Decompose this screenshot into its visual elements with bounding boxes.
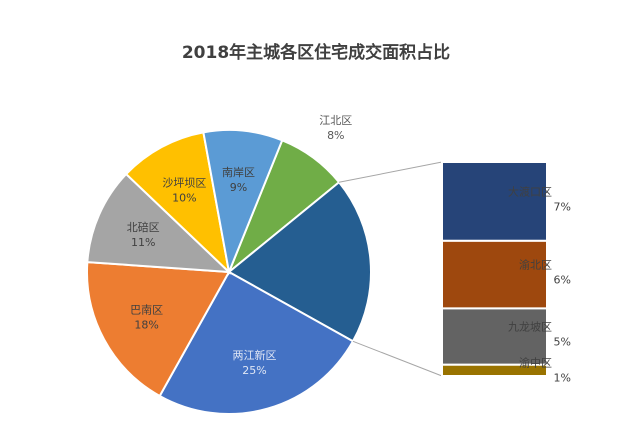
bar-label-name-1: 大渡口区: [508, 184, 552, 198]
bar-segment-4: [441, 363, 548, 377]
bar-label-name-2: 渝北区: [519, 258, 552, 272]
bar-label-value-1: 7%: [554, 200, 571, 213]
bar-segment-1: [441, 161, 548, 242]
pie-label-name-4: 巴南区: [130, 304, 163, 317]
pie-label-value-3: 25%: [242, 364, 266, 377]
pie-slice-7: [202, 129, 284, 276]
bar-label-value-3: 5%: [554, 336, 571, 349]
chart-title: 2018年主城各区住宅成交面积占比: [182, 42, 450, 63]
pie-label-name-3: 两江新区: [233, 348, 277, 362]
connector-lines: [338, 161, 443, 377]
pie-slice-2: [227, 180, 372, 343]
connector-top: [338, 161, 443, 183]
pie: 江北区 8% 两江新区 25% 巴南区 18% 北碚区 11% 沙坪坝区 10% 南岸区 9%: [86, 114, 372, 415]
pie-slice-4: [86, 261, 231, 398]
bar-label-value-2: 6%: [554, 274, 571, 287]
bar-label-value-4: 1%: [554, 371, 571, 384]
pie-label-name-7: 南岸区: [222, 166, 255, 179]
pie-label-value-7: 9%: [230, 181, 247, 194]
pie-label-value-5: 11%: [131, 236, 155, 249]
pie-slice-3: [158, 270, 355, 415]
pie-slice-5: [86, 172, 232, 274]
pie-label-name-6: 沙坪坝区: [162, 176, 206, 190]
bar-segment-2: [441, 239, 548, 310]
bar-label-name-4: 渝中区: [519, 355, 552, 369]
bar-label-name-3: 九龙坡区: [508, 321, 552, 334]
connector-bottom: [352, 340, 443, 377]
pie-label-name-1: 江北区: [319, 114, 352, 127]
pie-label-value-1: 8%: [327, 129, 344, 142]
pie-label-name-5: 北碚区: [127, 220, 160, 234]
pie-slice-6: [124, 131, 231, 275]
pie-label-value-6: 10%: [172, 192, 196, 205]
pie-label-value-4: 18%: [134, 319, 158, 332]
